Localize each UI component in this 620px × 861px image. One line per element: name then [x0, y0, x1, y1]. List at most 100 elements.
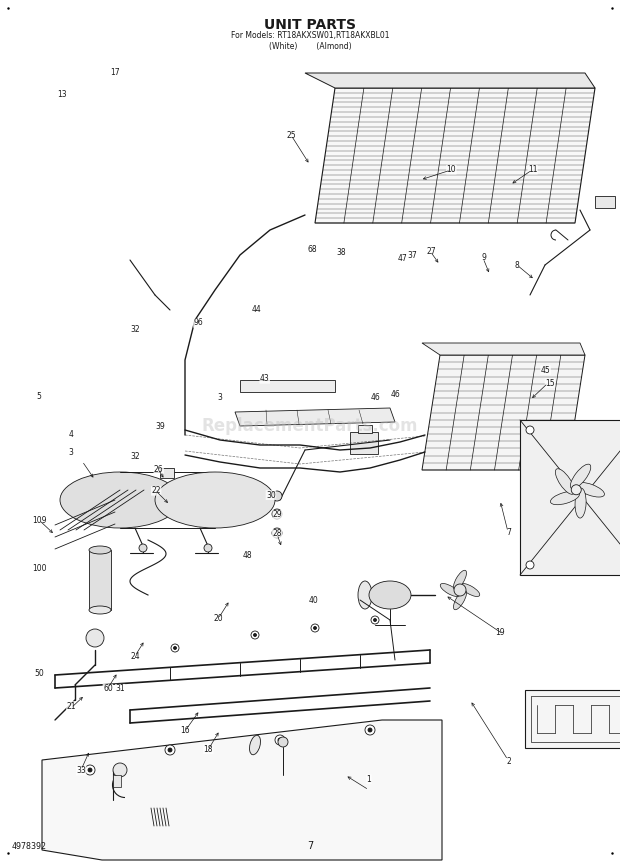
Circle shape: [254, 634, 257, 636]
Text: 45: 45: [541, 366, 551, 375]
Text: ReplacementParts.com: ReplacementParts.com: [202, 418, 418, 435]
Ellipse shape: [453, 570, 466, 590]
Circle shape: [571, 485, 582, 495]
Circle shape: [204, 544, 212, 552]
Text: 31: 31: [115, 684, 125, 693]
Circle shape: [85, 765, 95, 775]
Text: 26: 26: [154, 465, 164, 474]
Bar: [350, 432, 378, 454]
Ellipse shape: [453, 591, 466, 610]
Text: 16: 16: [180, 726, 190, 734]
Circle shape: [373, 618, 376, 622]
Text: 44: 44: [252, 306, 262, 314]
Circle shape: [86, 629, 104, 647]
Bar: [89, 550, 111, 610]
Ellipse shape: [575, 488, 586, 518]
Bar: [531, 696, 620, 742]
Circle shape: [251, 631, 259, 639]
Text: 43: 43: [260, 375, 270, 383]
Text: 20: 20: [213, 614, 223, 623]
Ellipse shape: [60, 472, 180, 528]
Circle shape: [88, 768, 92, 772]
Text: 21: 21: [66, 702, 76, 710]
Circle shape: [311, 624, 319, 632]
Circle shape: [278, 738, 282, 742]
Text: 47: 47: [398, 254, 408, 263]
Circle shape: [278, 737, 288, 747]
Text: UNIT PARTS: UNIT PARTS: [264, 18, 356, 32]
Circle shape: [165, 745, 175, 755]
Text: 96: 96: [193, 319, 203, 327]
Ellipse shape: [576, 482, 604, 497]
Text: 33: 33: [76, 766, 86, 775]
Bar: [163, 490, 181, 504]
Text: 100: 100: [32, 564, 46, 573]
Circle shape: [314, 627, 316, 629]
Polygon shape: [42, 720, 442, 860]
Text: 19: 19: [495, 629, 505, 637]
Text: 18: 18: [203, 745, 213, 753]
Text: 40: 40: [308, 597, 318, 605]
Bar: [525, 690, 620, 748]
Text: 4978392: 4978392: [12, 842, 47, 851]
Text: 48: 48: [242, 551, 252, 560]
Text: 3: 3: [218, 393, 223, 402]
Ellipse shape: [570, 464, 591, 489]
Ellipse shape: [89, 606, 111, 614]
Polygon shape: [315, 88, 595, 223]
Ellipse shape: [556, 468, 575, 494]
Bar: [160, 468, 174, 478]
Polygon shape: [422, 355, 585, 470]
Polygon shape: [305, 73, 595, 88]
Text: 29: 29: [273, 511, 283, 519]
Text: For Models: RT18AKXSW01,RT18AKXBL01: For Models: RT18AKXSW01,RT18AKXBL01: [231, 31, 389, 40]
Text: 46: 46: [391, 390, 401, 399]
Text: 1: 1: [366, 775, 371, 784]
Polygon shape: [235, 408, 395, 426]
Circle shape: [168, 748, 172, 752]
Bar: [113, 775, 121, 787]
Ellipse shape: [440, 584, 460, 597]
Text: 5: 5: [37, 392, 42, 400]
Circle shape: [368, 728, 372, 732]
Text: 28: 28: [272, 530, 282, 538]
Text: 3: 3: [69, 448, 74, 456]
Ellipse shape: [460, 584, 480, 597]
Text: 32: 32: [130, 325, 140, 334]
Ellipse shape: [89, 546, 111, 554]
Text: 11: 11: [528, 165, 538, 174]
Text: 27: 27: [426, 247, 436, 256]
Text: 9: 9: [481, 253, 486, 262]
Circle shape: [365, 725, 375, 735]
Bar: [358, 425, 372, 433]
Circle shape: [454, 584, 466, 596]
Text: 2: 2: [506, 758, 511, 766]
Text: 46: 46: [370, 393, 380, 402]
Ellipse shape: [155, 472, 275, 528]
Text: (White)        (Almond): (White) (Almond): [268, 42, 352, 51]
Circle shape: [272, 528, 282, 538]
Text: 10: 10: [446, 165, 456, 174]
Ellipse shape: [358, 581, 372, 609]
Bar: [240, 380, 335, 392]
Circle shape: [139, 544, 147, 552]
Text: 109: 109: [32, 516, 46, 524]
Text: 50: 50: [34, 669, 44, 678]
Text: 25: 25: [286, 131, 296, 139]
Text: 24: 24: [130, 652, 140, 660]
Text: 22: 22: [151, 486, 161, 495]
Text: 32: 32: [130, 452, 140, 461]
Circle shape: [113, 763, 127, 777]
Text: 38: 38: [336, 248, 346, 257]
Text: 7: 7: [506, 528, 511, 536]
Text: 7: 7: [307, 841, 313, 851]
Circle shape: [371, 616, 379, 624]
Bar: [520, 420, 620, 575]
Circle shape: [272, 491, 282, 501]
Circle shape: [275, 735, 285, 745]
Circle shape: [526, 426, 534, 434]
Text: 60: 60: [103, 684, 113, 693]
Text: 13: 13: [57, 90, 67, 99]
Polygon shape: [422, 343, 585, 355]
Text: 17: 17: [110, 68, 120, 77]
